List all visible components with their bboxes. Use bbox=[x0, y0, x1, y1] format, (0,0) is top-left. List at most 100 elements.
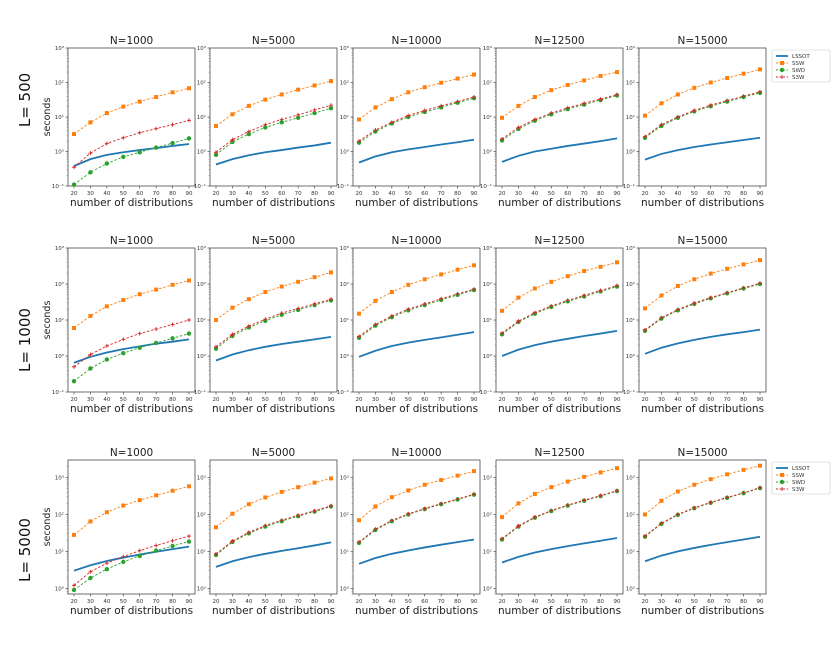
y-axis-label: seconds bbox=[42, 508, 53, 547]
series-line bbox=[73, 280, 190, 329]
legend-marker-s3w bbox=[780, 75, 784, 79]
row-label: L= 5000 bbox=[16, 518, 34, 582]
x-tick-label: 50 bbox=[405, 599, 412, 605]
data-point bbox=[170, 336, 175, 341]
x-tick-label: 80 bbox=[740, 397, 747, 403]
data-point bbox=[500, 536, 504, 541]
data-point bbox=[549, 111, 554, 116]
x-axis-label: number of distributions bbox=[498, 197, 621, 209]
panel-n-15000: N=15000 10⁰ 10¹ 10² 10³ 20 30 40 50 60 70 80 90numbe… bbox=[626, 447, 767, 617]
data-point bbox=[422, 506, 427, 511]
y-tick-label: 10⁰ bbox=[55, 353, 65, 360]
y-tick-label: 10² bbox=[55, 281, 64, 288]
series-line bbox=[501, 137, 618, 163]
series-lssot bbox=[73, 545, 190, 572]
data-point bbox=[439, 501, 444, 506]
legend-label-lssot: LSSOT bbox=[792, 54, 810, 60]
data-point bbox=[121, 135, 126, 140]
x-tick-label: 60 bbox=[564, 397, 571, 403]
data-point bbox=[758, 281, 762, 286]
x-tick-label: 60 bbox=[136, 397, 143, 403]
y-tick-label: 10⁻¹ bbox=[480, 183, 492, 190]
y-tick-label: 10¹ bbox=[626, 548, 635, 555]
series-lssot bbox=[215, 335, 332, 362]
y-tick-label: 10³ bbox=[55, 475, 64, 482]
data-point bbox=[582, 474, 587, 479]
series-line bbox=[73, 319, 190, 368]
x-tick-label: 50 bbox=[548, 397, 555, 403]
x-tick-label: 50 bbox=[548, 599, 555, 605]
data-point bbox=[328, 105, 334, 111]
series-s3w bbox=[72, 534, 191, 588]
panel-n-5000: N=5000 10⁻¹ 10⁰ 10¹ 10² 10³ 20 30 40 50 60 70 80 90nu… bbox=[194, 35, 338, 209]
series-line bbox=[73, 338, 190, 364]
data-point bbox=[692, 277, 697, 282]
y-tick-label: 10¹ bbox=[483, 548, 492, 555]
data-point bbox=[154, 543, 159, 548]
data-point bbox=[373, 527, 378, 532]
data-point bbox=[246, 324, 251, 329]
data-point bbox=[153, 340, 159, 346]
x-tick-label: 40 bbox=[531, 397, 538, 403]
data-point bbox=[88, 569, 93, 574]
series-line bbox=[501, 94, 618, 140]
data-point bbox=[72, 532, 76, 537]
y-tick-label: 10³ bbox=[340, 45, 349, 52]
data-point bbox=[725, 76, 730, 81]
series-line bbox=[215, 141, 332, 166]
legend-label-ssw: SSW bbox=[792, 61, 805, 67]
y-tick-label: 10⁻¹ bbox=[623, 389, 635, 396]
axes-frame bbox=[495, 47, 624, 187]
y-tick-label: 10² bbox=[626, 511, 635, 518]
y-tick-label: 10³ bbox=[340, 475, 349, 482]
data-point bbox=[373, 105, 378, 110]
data-point bbox=[329, 270, 333, 275]
data-point bbox=[389, 120, 394, 125]
series-s3w bbox=[500, 283, 619, 336]
series-line bbox=[644, 487, 761, 537]
data-point bbox=[675, 307, 680, 312]
data-point bbox=[279, 489, 284, 494]
y-tick-label: 10² bbox=[340, 511, 349, 518]
data-point bbox=[725, 98, 730, 103]
x-axis-label: number of distributions bbox=[212, 197, 335, 209]
x-axis-label: number of distributions bbox=[70, 197, 193, 209]
data-point bbox=[692, 505, 697, 510]
x-tick-label: 30 bbox=[229, 191, 236, 197]
x-tick-label: 90 bbox=[328, 191, 335, 197]
x-tick-label: 20 bbox=[499, 397, 506, 403]
series-lssot bbox=[215, 141, 332, 166]
data-point bbox=[741, 94, 746, 99]
series-lssot bbox=[358, 538, 475, 565]
panel-title: N=10000 bbox=[391, 447, 441, 459]
data-point bbox=[214, 150, 218, 155]
data-point bbox=[500, 515, 504, 520]
y-tick-label: 10³ bbox=[55, 245, 64, 252]
panel-title: N=12500 bbox=[534, 235, 584, 247]
series-line bbox=[73, 541, 190, 591]
data-point bbox=[329, 476, 333, 481]
data-point bbox=[758, 485, 762, 490]
series-line bbox=[644, 92, 761, 139]
series-line bbox=[501, 286, 618, 335]
series-line bbox=[358, 264, 475, 315]
data-point bbox=[312, 301, 317, 306]
data-point bbox=[741, 490, 746, 495]
y-tick-label: 10⁰ bbox=[483, 585, 493, 592]
data-point bbox=[692, 108, 697, 113]
data-point bbox=[187, 484, 191, 489]
x-tick-label: 50 bbox=[405, 191, 412, 197]
series-line bbox=[644, 136, 761, 161]
x-tick-label: 80 bbox=[311, 397, 318, 403]
data-point bbox=[153, 145, 159, 150]
data-point bbox=[406, 282, 411, 287]
series-line bbox=[644, 282, 761, 331]
data-point bbox=[71, 182, 77, 187]
data-point bbox=[72, 165, 76, 170]
panel-n-12500: N=12500 10⁻¹ 10⁰ 10¹ 10² 10³ 20 30 40 50 60 70 80 90n… bbox=[480, 35, 624, 209]
series-ssw bbox=[357, 469, 476, 523]
x-tick-label: 90 bbox=[614, 191, 621, 197]
panel-title: N=15000 bbox=[677, 235, 727, 247]
